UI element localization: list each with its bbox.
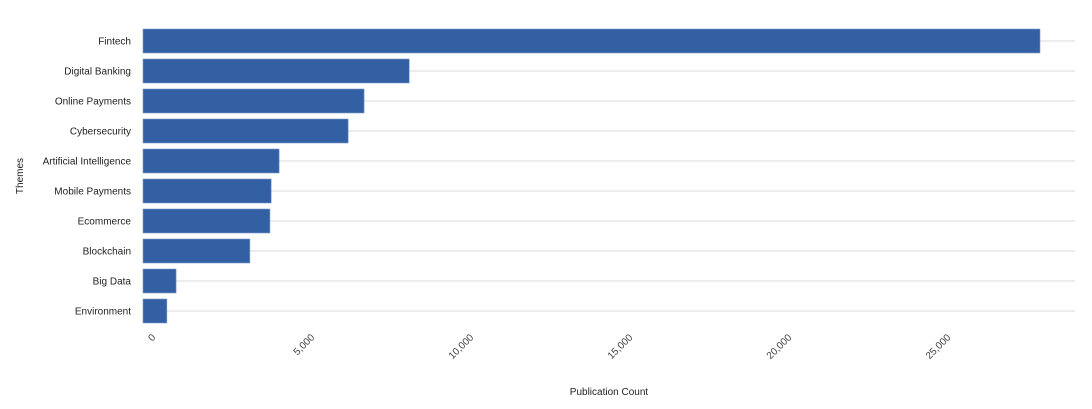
bar-fintech[interactable] <box>142 28 1041 54</box>
bar-environment[interactable] <box>142 298 168 324</box>
x-axis-title: Publication Count <box>570 387 649 398</box>
category-labels: Fintech Digital Banking Online Payments Cyb… <box>43 37 132 318</box>
bars <box>142 28 1041 324</box>
x-tick-label: 0 <box>146 332 158 344</box>
x-tick-label: 15,000 <box>606 332 636 362</box>
x-tick-label: 20,000 <box>765 332 795 362</box>
category-label: Digital Banking <box>64 67 131 78</box>
bar-blockchain[interactable] <box>142 238 251 264</box>
bar-mobile-payments[interactable] <box>142 178 272 204</box>
category-label: Ecommerce <box>78 217 132 228</box>
x-tick-label: 25,000 <box>924 332 954 362</box>
category-label: Mobile Payments <box>54 187 131 198</box>
category-label: Environment <box>75 307 131 318</box>
x-tick-labels: 0 5,000 10,000 15,000 20,000 25,000 <box>146 332 953 362</box>
bar-online-payments[interactable] <box>142 88 365 114</box>
category-label: Online Payments <box>55 97 131 108</box>
bar-ecommerce[interactable] <box>142 208 271 234</box>
y-axis-title: Themes <box>15 158 26 194</box>
category-label: Fintech <box>98 37 131 48</box>
bar-digital-banking[interactable] <box>142 58 410 84</box>
category-label: Artificial Intelligence <box>43 157 132 168</box>
bar-big-data[interactable] <box>142 268 177 294</box>
category-label: Blockchain <box>83 247 131 258</box>
category-label: Cybersecurity <box>70 127 131 138</box>
bar-cybersecurity[interactable] <box>142 118 349 144</box>
x-tick-label: 5,000 <box>292 332 318 358</box>
x-tick-label: 10,000 <box>447 332 477 362</box>
bar-artificial-intelligence[interactable] <box>142 148 280 174</box>
category-label: Big Data <box>93 277 132 288</box>
